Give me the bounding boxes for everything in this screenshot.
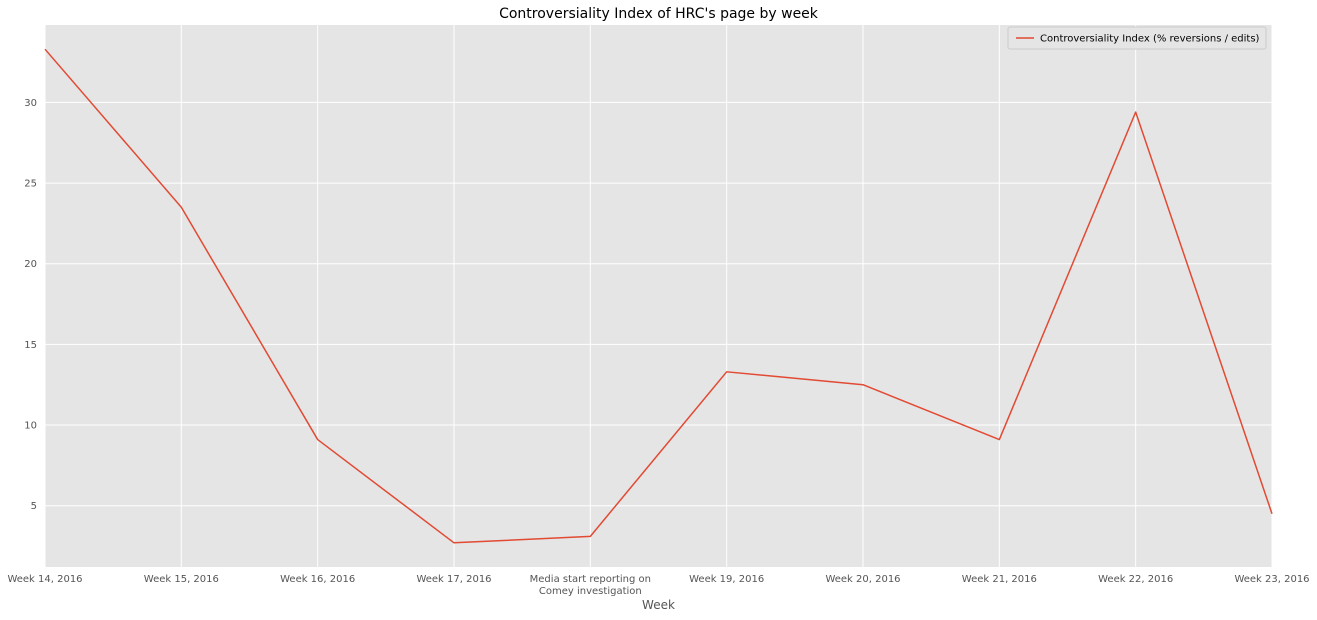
y-tick-label: 15: [24, 340, 37, 351]
chart-title: Controversiality Index of HRC's page by …: [499, 6, 819, 22]
x-axis-label: Week: [642, 598, 675, 612]
x-tick-label: Week 16, 2016: [280, 574, 355, 585]
legend-box: [1007, 26, 1267, 50]
series-line: [44, 48, 1273, 544]
y-tick-label: 30: [24, 98, 37, 109]
x-tick-label: Week 20, 2016: [825, 574, 900, 585]
plot-area: [45, 25, 1272, 567]
y-tick-label: 10: [24, 421, 37, 432]
y-tick-label: 20: [24, 259, 37, 270]
series-layer: [44, 48, 1273, 544]
x-tick-label: Week 23, 2016: [1234, 574, 1309, 585]
x-tick-label: Week 14, 2016: [7, 574, 82, 585]
grid: [44, 25, 1273, 567]
x-tick-label: Week 22, 2016: [1098, 574, 1173, 585]
tick-labels: 5 10 15 20 25 30 Week 14, 2016 Week 15, 2016 Wee…: [7, 98, 1309, 597]
legend-label: Controversiality Index (% reversions / e…: [1040, 34, 1260, 45]
x-tick-label: Week 15, 2016: [144, 574, 219, 585]
x-tick-label: Media start reporting on Comey investigat…: [530, 574, 651, 597]
x-tick-label: Week 21, 2016: [962, 574, 1037, 585]
y-tick-label: 25: [24, 179, 37, 190]
legend: Controversiality Index (% reversions / e…: [1007, 26, 1267, 50]
y-tick-label: 5: [31, 501, 37, 512]
x-tick-label: Week 19, 2016: [689, 574, 764, 585]
x-tick-label: Week 17, 2016: [416, 574, 491, 585]
